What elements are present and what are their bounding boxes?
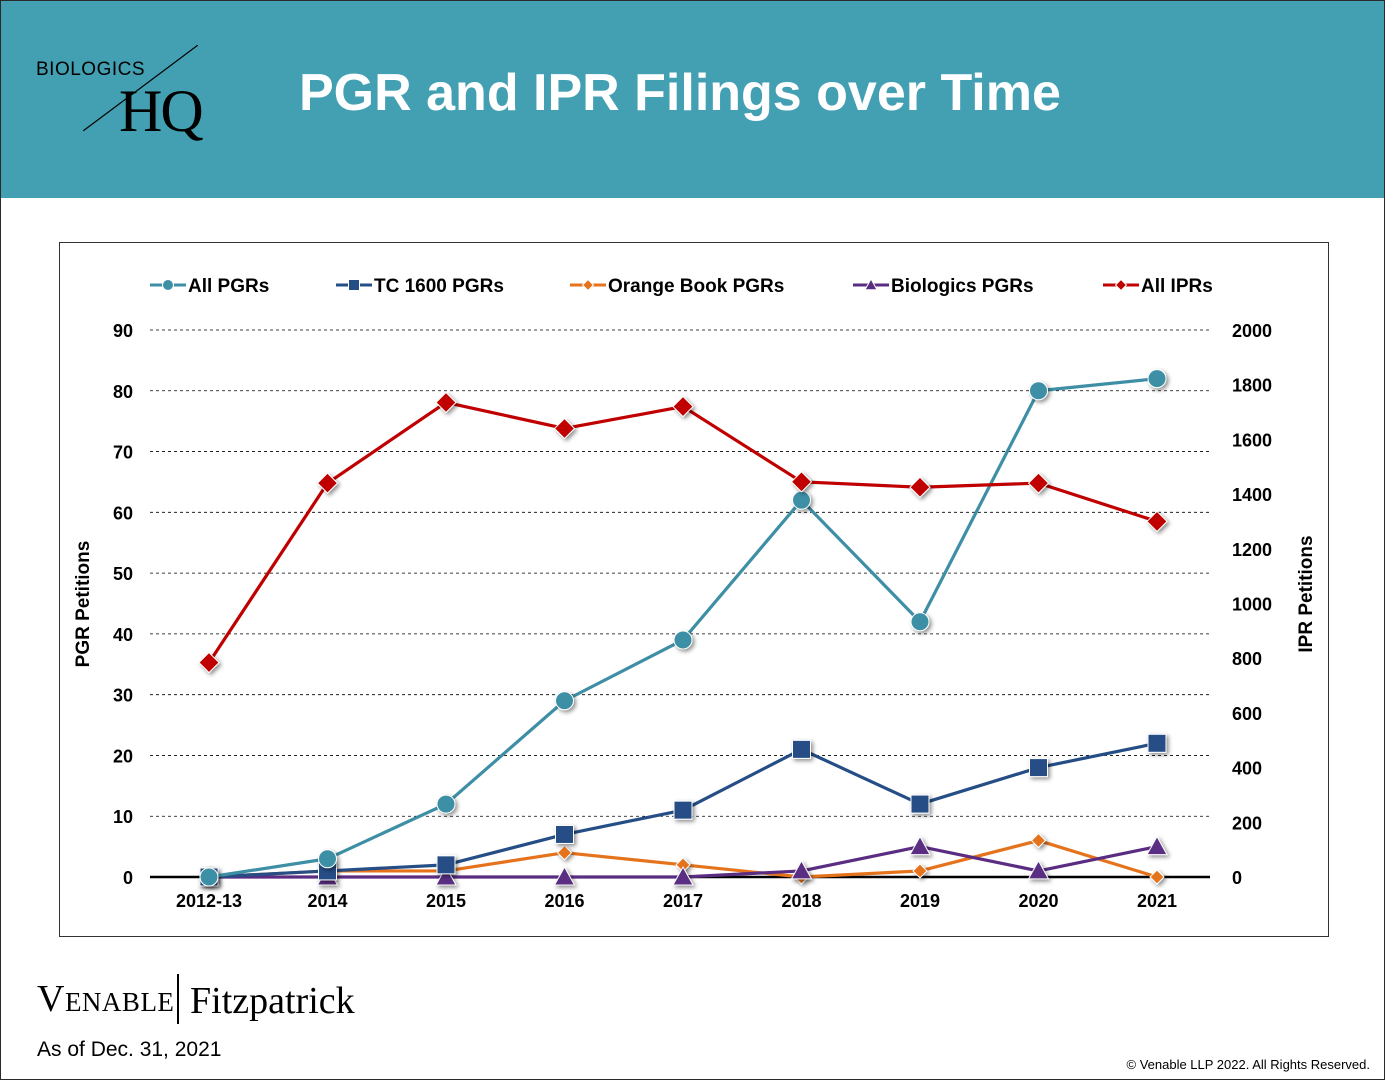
as-of-date: As of Dec. 31, 2021 — [37, 1038, 222, 1061]
data-point-all-pgrs — [436, 794, 456, 814]
y-tick-label-right: 1200 — [1232, 540, 1272, 560]
data-point-tc-1600-pgrs — [792, 739, 811, 759]
data-point-all-iprs — [198, 651, 220, 674]
legend-label: Biologics PGRs — [891, 276, 1034, 297]
data-point-biologics-pgrs — [909, 835, 931, 856]
y-tick-label-right: 400 — [1232, 759, 1262, 779]
y-tick-label-left: 30 — [113, 686, 133, 706]
data-point-all-pgrs — [1147, 369, 1167, 389]
y-tick-label-right: 600 — [1232, 704, 1262, 724]
data-point-all-pgrs — [555, 691, 574, 711]
data-point-biologics-pgrs — [1146, 835, 1168, 856]
y-tick-label-right: 1000 — [1232, 595, 1272, 615]
data-point-orange-book-pgrs — [556, 844, 573, 861]
y-tick-label-right: 200 — [1232, 813, 1262, 833]
y-tick-label-left: 70 — [113, 443, 133, 463]
data-point-all-iprs — [1027, 472, 1050, 494]
data-point-all-iprs — [790, 471, 813, 493]
data-point-all-pgrs — [673, 630, 693, 650]
y-tick-label-left: 80 — [113, 382, 133, 402]
y-tick-label-left: 40 — [113, 625, 133, 645]
data-point-all-pgrs — [792, 490, 811, 510]
legend-label: All PGRs — [188, 276, 269, 297]
legend-item-biologics-pgrs: Biologics PGRs — [853, 276, 1034, 297]
data-point-biologics-pgrs — [672, 865, 694, 886]
legend-marker-all-pgrs — [162, 279, 174, 291]
data-point-all-pgrs — [910, 612, 930, 632]
x-tick-label: 2021 — [1137, 891, 1177, 911]
y-tick-label-left: 20 — [113, 746, 133, 766]
legend-item-orange-book-pgrs: Orange Book PGRs — [570, 276, 784, 297]
x-tick-label: 2019 — [900, 891, 940, 911]
data-point-orange-book-pgrs — [1149, 869, 1165, 885]
data-point-all-iprs — [435, 391, 457, 414]
data-point-tc-1600-pgrs — [1147, 733, 1167, 753]
x-tick-label: 2020 — [1018, 891, 1058, 911]
legend-label: All IPRs — [1141, 276, 1213, 297]
y-tick-label-left: 90 — [113, 321, 133, 341]
y-tick-label-left: 10 — [113, 807, 133, 827]
legend-marker-orange-book-pgrs — [581, 278, 595, 292]
data-point-orange-book-pgrs — [1030, 832, 1047, 849]
y-axis-title-left: PGR Petitions — [73, 541, 94, 668]
data-point-biologics-pgrs — [435, 865, 457, 886]
legend-marker-tc-1600-pgrs — [348, 279, 360, 291]
y-tick-label-left: 50 — [113, 564, 133, 584]
x-tick-label: 2014 — [307, 891, 347, 911]
series-line-all-iprs — [207, 400, 1158, 664]
data-point-all-iprs — [553, 417, 576, 440]
y-tick-label-right: 1800 — [1232, 376, 1272, 396]
y-tick-label-right: 800 — [1232, 649, 1262, 669]
x-tick-label: 2017 — [663, 891, 703, 911]
legend-item-all-iprs: All IPRs — [1103, 276, 1213, 297]
y-tick-label-right: 1400 — [1232, 485, 1272, 505]
data-point-tc-1600-pgrs — [910, 794, 930, 814]
x-tick-label: 2018 — [781, 891, 821, 911]
legend-marker-biologics-pgrs — [864, 277, 878, 291]
logo-hq-text: HQ — [119, 78, 204, 144]
logo-divider — [177, 974, 179, 1024]
fitzpatrick-wordmark: Fitzpatrick — [190, 980, 355, 1022]
data-point-tc-1600-pgrs — [1029, 758, 1048, 778]
data-point-orange-book-pgrs — [912, 863, 928, 879]
y-tick-label-right: 2000 — [1232, 321, 1272, 341]
data-point-tc-1600-pgrs — [555, 824, 574, 844]
x-tick-label: 2015 — [426, 891, 466, 911]
x-tick-label: 2016 — [544, 891, 584, 911]
legend-label: Orange Book PGRs — [608, 276, 784, 297]
header-banner: BIOLOGICS HQ PGR and IPR Filings over Ti… — [1, 1, 1384, 198]
data-point-biologics-pgrs — [553, 865, 576, 886]
venable-wordmark: Venable — [37, 978, 175, 1020]
data-point-biologics-pgrs — [790, 859, 813, 880]
chart-svg: 0 10 20 30 40 50 60 70 80 90 0 200 400 600 800 1000 1200… — [73, 276, 1317, 911]
data-point-all-pgrs — [318, 849, 337, 869]
chart-frame: 0 10 20 30 40 50 60 70 80 90 0 200 400 600 800 1000 1200… — [59, 242, 1329, 937]
data-point-all-iprs — [316, 472, 339, 494]
data-point-biologics-pgrs — [1027, 859, 1050, 880]
legend-item-tc-1600-pgrs: TC 1600 PGRs — [336, 276, 504, 297]
logo-slash-icon — [83, 45, 198, 131]
x-tick-label: 2012-13 — [176, 891, 242, 911]
legend-marker-all-iprs — [1114, 278, 1128, 292]
data-point-all-pgrs — [199, 867, 219, 887]
data-point-all-pgrs — [1029, 381, 1048, 401]
y-tick-label-right: 0 — [1232, 868, 1242, 888]
data-point-tc-1600-pgrs — [436, 855, 456, 875]
venable-logo: Venable — [37, 977, 174, 1021]
y-tick-label-right: 1600 — [1232, 430, 1272, 450]
y-tick-label-left: 60 — [113, 503, 133, 523]
data-point-tc-1600-pgrs — [673, 800, 693, 820]
data-point-all-iprs — [672, 395, 694, 418]
y-axis-title-right: IPR Petitions — [1296, 535, 1317, 652]
data-point-all-iprs — [1146, 510, 1168, 533]
logo-biologics-text: BIOLOGICS — [36, 59, 146, 80]
legend-label: TC 1600 PGRs — [374, 276, 504, 297]
page-title: PGR and IPR Filings over Time — [299, 64, 1061, 122]
copyright-notice: © Venable LLP 2022. All Rights Reserved. — [1126, 1057, 1371, 1072]
data-point-all-iprs — [909, 476, 931, 498]
legend-item-all-pgrs: All PGRs — [150, 276, 269, 297]
y-tick-label-left: 0 — [123, 868, 133, 888]
